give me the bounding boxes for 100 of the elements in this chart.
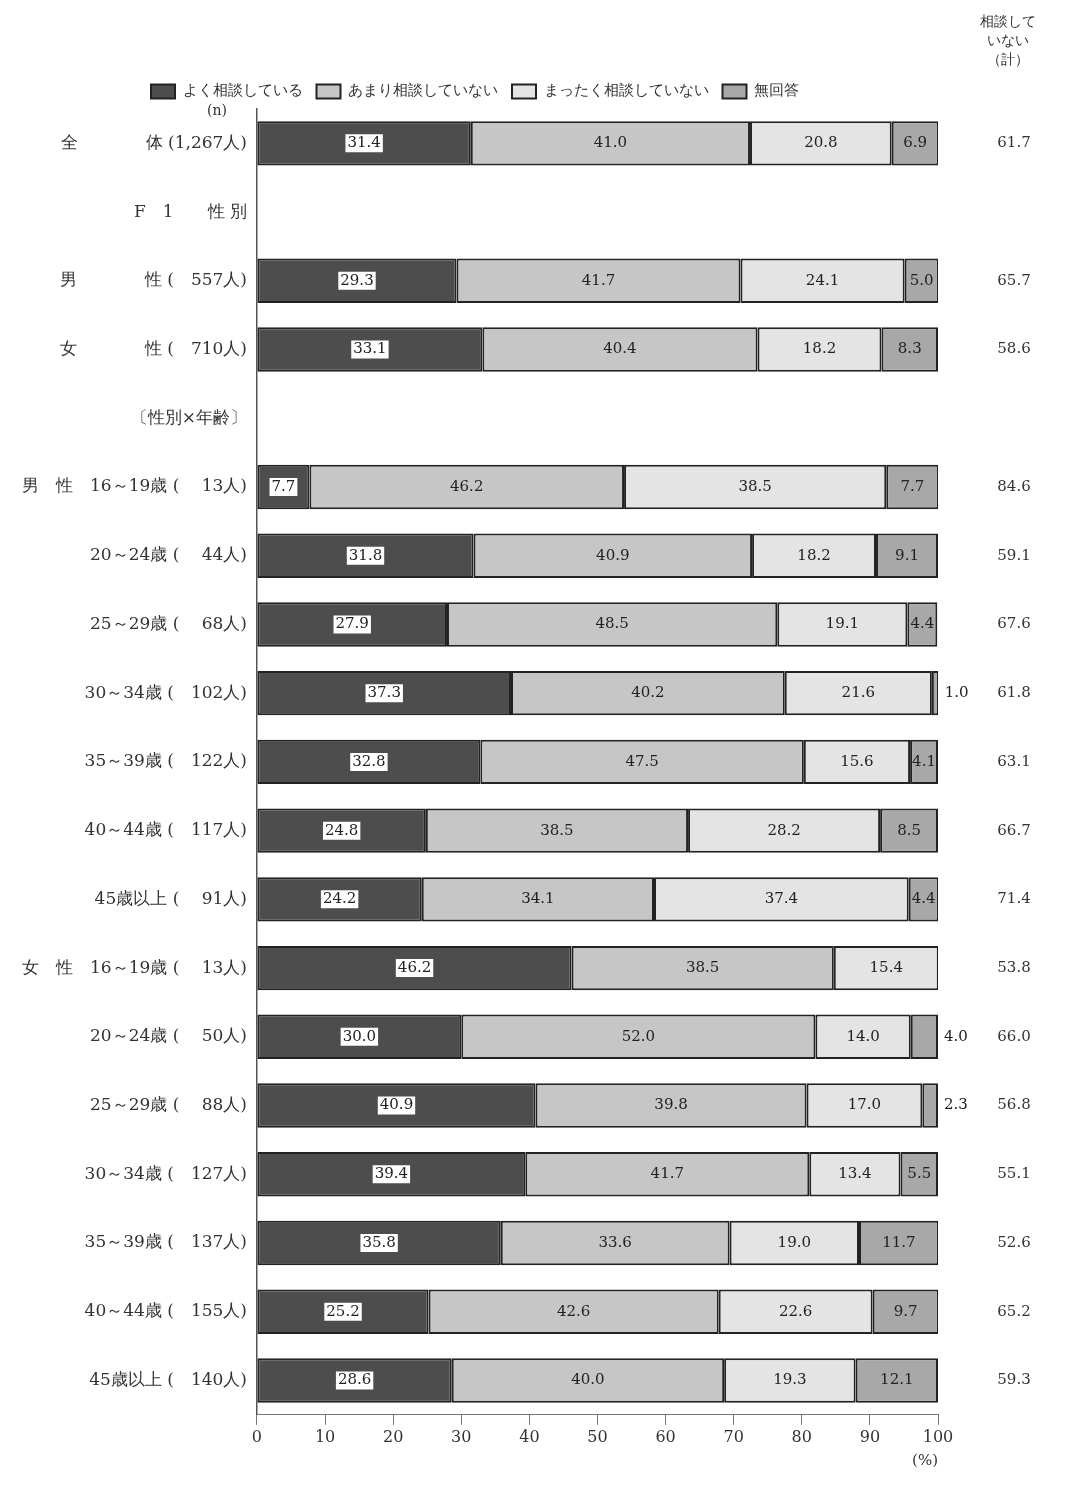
legend-label: まったく相談していない xyxy=(543,81,709,100)
data-label: 28.6 xyxy=(337,1370,372,1389)
data-label: 34.1 xyxy=(521,889,555,908)
data-label: 33.1 xyxy=(353,339,387,358)
data-label: 37.4 xyxy=(764,889,799,908)
x-axis-title: (%) xyxy=(912,1450,938,1469)
text: 59.3 xyxy=(997,1370,1031,1389)
data-label: 9.7 xyxy=(893,1301,918,1320)
x-tick-label: 50 xyxy=(587,1426,608,1446)
x-tick-label: 30 xyxy=(451,1426,472,1446)
data-label: 38.5 xyxy=(738,476,772,495)
y-tick-label: 40～44歳 ( 117人) xyxy=(84,819,247,840)
data-label: 13.4 xyxy=(838,1164,872,1183)
y-tick-label: 男 性 16～19歳 ( 13人) xyxy=(22,475,247,496)
text: 52.6 xyxy=(997,1232,1031,1251)
y-tick-label: 35～39歳 ( 137人) xyxy=(84,1231,247,1252)
data-label: 4.4 xyxy=(910,614,935,633)
data-label: 4.1 xyxy=(912,751,936,770)
text: 相談していない（計） xyxy=(980,12,1036,67)
data-label: 17.0 xyxy=(847,1095,882,1114)
y-tick-label: 45歳以上 ( 140人) xyxy=(89,1368,247,1389)
data-label: 15.6 xyxy=(840,751,874,770)
data-label: 8.5 xyxy=(897,820,921,839)
data-label: 19.3 xyxy=(773,1370,807,1389)
x-tick-label: 100 xyxy=(922,1426,954,1446)
data-label: 4.0 xyxy=(944,1026,968,1045)
data-label: 46.2 xyxy=(450,476,484,495)
y-tick-label: 女 性 ( 710人) xyxy=(59,337,247,358)
data-label: 41.7 xyxy=(581,270,616,289)
text: 66.7 xyxy=(997,820,1031,839)
data-label: 8.3 xyxy=(897,339,922,358)
text: 71.4 xyxy=(997,889,1031,908)
y-tick-label: F 1 性 別 xyxy=(133,200,247,221)
data-label: 7.7 xyxy=(271,476,296,495)
y-tick-label: 全 体 (1,267人) xyxy=(60,131,247,152)
x-tick-label: 40 xyxy=(519,1426,540,1446)
data-label: 52.0 xyxy=(621,1026,656,1045)
data-label: 14.0 xyxy=(846,1026,880,1045)
text: 56.8 xyxy=(997,1095,1031,1114)
y-tick-label: 30～34歳 ( 102人) xyxy=(84,681,247,702)
x-tick-label: 60 xyxy=(655,1426,676,1446)
data-label: 30.0 xyxy=(342,1026,377,1045)
x-tick-label: 10 xyxy=(314,1426,336,1446)
text: (n) xyxy=(206,101,227,118)
legend-label: 無回答 xyxy=(754,81,799,100)
data-label: 31.4 xyxy=(347,133,381,152)
data-label: 19.0 xyxy=(777,1232,812,1251)
data-label: 35.8 xyxy=(362,1232,396,1251)
text: 53.8 xyxy=(997,957,1031,976)
text: 65.7 xyxy=(997,270,1031,289)
data-label: 22.6 xyxy=(778,1301,813,1320)
y-tick-label: 女 性 16～19歳 ( 13人) xyxy=(22,956,247,977)
data-label: 19.1 xyxy=(825,614,860,633)
text: 84.6 xyxy=(997,476,1031,495)
data-label: 40.0 xyxy=(571,1370,605,1389)
data-label: 41.0 xyxy=(593,133,628,152)
data-label: 46.2 xyxy=(397,957,432,976)
legend-label: よく相談している xyxy=(182,81,303,100)
data-label: 40.2 xyxy=(631,683,665,702)
y-tick-label: 男 性 ( 557人) xyxy=(59,269,247,290)
text: 65.2 xyxy=(997,1301,1031,1320)
data-label: 41.7 xyxy=(650,1164,684,1183)
data-label: 4.4 xyxy=(911,889,936,908)
data-label: 12.1 xyxy=(880,1370,914,1389)
x-tick-label: 70 xyxy=(723,1426,744,1446)
data-label: 31.8 xyxy=(348,545,383,564)
data-label: 27.9 xyxy=(335,614,369,633)
x-tick-label: 80 xyxy=(791,1426,812,1446)
data-label: 25.2 xyxy=(326,1301,360,1320)
text: 61.8 xyxy=(997,683,1031,702)
data-label: 20.8 xyxy=(804,133,838,152)
data-label: 33.6 xyxy=(598,1232,632,1251)
data-label: 28.2 xyxy=(767,820,801,839)
data-label: 21.6 xyxy=(841,683,876,702)
text: 58.6 xyxy=(997,339,1031,358)
data-label: 39.8 xyxy=(654,1095,688,1114)
data-label: 38.5 xyxy=(686,957,720,976)
data-label: 47.5 xyxy=(625,751,659,770)
y-tick-label: 25～29歳 ( 68人) xyxy=(90,612,247,633)
text: 66.0 xyxy=(997,1026,1031,1045)
text: 63.1 xyxy=(997,751,1031,770)
data-label: 48.5 xyxy=(595,614,629,633)
data-label: 18.2 xyxy=(802,339,837,358)
data-label: 1.0 xyxy=(944,683,969,702)
data-label: 18.2 xyxy=(797,545,831,564)
data-label: 2.3 xyxy=(944,1095,968,1114)
y-tick-label: 45歳以上 ( 91人) xyxy=(94,887,247,908)
data-label: 40.4 xyxy=(603,339,637,358)
data-label: 9.1 xyxy=(895,545,919,564)
x-tick-label: 90 xyxy=(859,1426,881,1446)
data-label: 32.8 xyxy=(352,751,386,770)
data-label: 42.6 xyxy=(556,1301,591,1320)
data-label: 29.3 xyxy=(340,270,374,289)
y-tick-label: 40～44歳 ( 155人) xyxy=(84,1300,247,1321)
data-label: 11.7 xyxy=(882,1232,916,1251)
data-label: 7.7 xyxy=(900,476,925,495)
data-label: 6.9 xyxy=(903,133,928,152)
data-label: 24.2 xyxy=(322,889,357,908)
text: 61.7 xyxy=(997,133,1031,152)
y-tick-label: 〔性別×年齢〕 xyxy=(130,406,247,427)
